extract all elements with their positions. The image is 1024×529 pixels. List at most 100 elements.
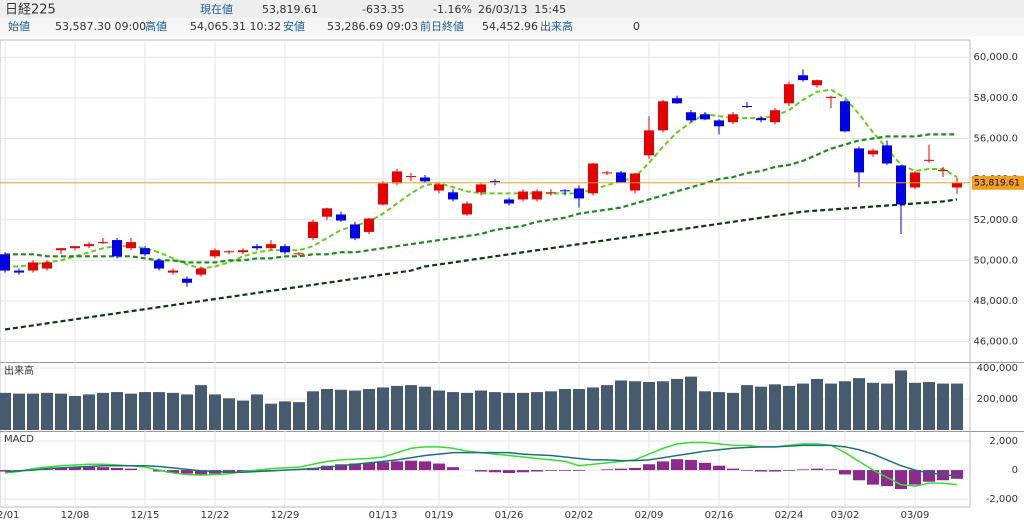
volume-bar	[307, 391, 319, 430]
candle-body	[462, 204, 472, 215]
x-tick-label: 12/29	[271, 510, 300, 521]
macd-histogram	[489, 470, 501, 472]
candle-body	[56, 248, 66, 250]
candle-body	[196, 269, 206, 275]
volume-bar	[615, 380, 627, 430]
macd-histogram	[391, 461, 403, 470]
x-tick-label: 03/09	[901, 510, 930, 521]
candle-body	[490, 181, 500, 182]
volume-bar	[419, 387, 431, 430]
candle-body	[714, 120, 724, 126]
volume-bar	[251, 394, 263, 430]
y-tick-label: 2,000	[989, 436, 1018, 447]
candle-body	[84, 244, 94, 246]
candle-body	[672, 98, 682, 103]
moving-average	[5, 199, 957, 329]
volume-bar	[181, 394, 193, 430]
volume-bar	[783, 386, 795, 430]
volume-bar	[853, 378, 865, 430]
candle-body	[448, 192, 458, 199]
volume-bar	[825, 384, 837, 430]
macd-histogram	[503, 470, 515, 473]
volume-bar	[559, 389, 571, 430]
volume-bar	[503, 393, 515, 430]
volume-bar	[769, 384, 781, 430]
candle-body	[546, 192, 556, 193]
candle-body	[770, 110, 780, 122]
candle-body	[406, 176, 416, 177]
value: 54,452.96	[482, 20, 538, 33]
volume-bar	[167, 393, 179, 430]
volume-bar	[293, 402, 305, 430]
macd-histogram	[643, 464, 655, 470]
volume-bar	[811, 379, 823, 430]
y-tick-label: 50,000.0	[973, 255, 1018, 266]
volume-bar	[0, 393, 11, 430]
macd-histogram	[615, 469, 627, 470]
macd-histogram	[447, 467, 459, 470]
macd-histogram	[811, 469, 823, 470]
candle-body	[924, 160, 934, 161]
macd-histogram	[685, 460, 697, 470]
volume-bar	[937, 384, 949, 430]
volume-bar	[447, 392, 459, 430]
macd-histogram	[951, 470, 963, 479]
macd-histogram	[713, 466, 725, 470]
candle-body	[742, 106, 752, 107]
macd-histogram	[97, 467, 109, 470]
volume-bar	[517, 393, 529, 430]
volume-bar	[629, 381, 641, 430]
value: -1.16%	[433, 3, 472, 16]
candle-body	[336, 214, 346, 220]
x-tick-label: 02/16	[705, 510, 734, 521]
volume-bar	[727, 393, 739, 430]
volume-bar	[839, 381, 851, 430]
volume-bar	[741, 385, 753, 430]
macd-histogram	[405, 461, 417, 470]
label: 現在値	[200, 3, 233, 16]
volume-bar	[797, 384, 809, 430]
value: 26/03/13 15:45	[478, 3, 566, 16]
macd-histogram	[573, 470, 585, 471]
volume-bar	[363, 389, 375, 430]
volume-bar	[699, 391, 711, 430]
candle-body	[518, 192, 528, 200]
x-tick-label: 12/15	[131, 510, 160, 521]
volume-bar	[657, 381, 669, 430]
candle-body	[938, 170, 948, 171]
label: 前日終値	[420, 19, 464, 33]
label: 高値	[145, 19, 167, 33]
y-tick-label: 56,000.0	[973, 133, 1018, 144]
volume-bar	[83, 394, 95, 430]
candle-body	[98, 242, 108, 243]
volume-bar	[13, 394, 25, 430]
volume-bar	[237, 401, 249, 430]
x-tick-label: 01/13	[369, 510, 398, 521]
candle-body	[14, 271, 24, 273]
candle-body	[308, 222, 318, 238]
volume-bar	[713, 392, 725, 430]
candle-body	[896, 166, 906, 205]
last-price-label: 53,819.61	[974, 178, 1020, 188]
volume-bar	[27, 394, 39, 430]
macd-histogram	[825, 469, 837, 470]
y-tick-label: 48,000.0	[973, 296, 1018, 307]
candle-body	[910, 172, 920, 187]
macd-histogram	[769, 470, 781, 471]
value: 54,065.31 10:32	[190, 20, 281, 33]
y-tick-label: 400,000	[977, 363, 1018, 374]
volume-bar	[335, 390, 347, 430]
candle-body	[798, 75, 808, 80]
candle-body	[602, 172, 612, 173]
volume-bar	[139, 392, 151, 430]
candle-body	[420, 177, 430, 181]
macd-histogram	[181, 470, 193, 474]
volume-bar	[895, 370, 907, 430]
candle-body	[70, 246, 80, 248]
value: 53,819.61	[262, 3, 318, 16]
candle-body	[112, 240, 122, 256]
macd-histogram	[783, 470, 795, 471]
candle-body	[140, 248, 150, 254]
volume-bar	[377, 387, 389, 430]
candle-body	[784, 84, 794, 103]
